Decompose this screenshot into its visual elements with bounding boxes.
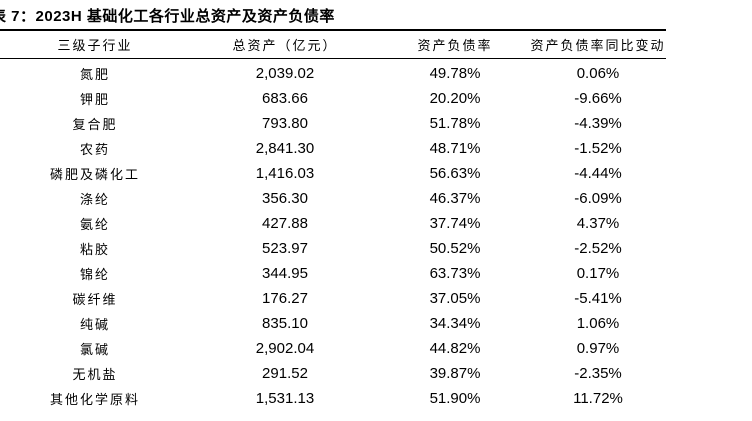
table-title: 表 7：2023H 基础化工各行业总资产及资产负债率 [0,8,335,25]
column-header: 三级子行业 [57,39,133,54]
table-row: 粘胶 523.97 50.52% -2.52% [0,236,666,261]
debt-ratio-yoy-cell: -4.39% [574,115,622,132]
table-row: 农药 2,841.30 48.71% -1.52% [0,136,666,161]
total-assets-cell: 1,531.13 [255,390,315,407]
column-header: 资产负债率同比变动 [530,39,666,54]
debt-ratio-cell: 56.63% [429,165,481,182]
debt-ratio-yoy-cell: -9.66% [574,90,622,107]
table-row: 碳纤维 176.27 37.05% -5.41% [0,286,666,311]
total-assets-cell: 2,902.04 [255,340,315,357]
debt-ratio-cell: 51.78% [429,115,481,132]
column-header: 资产负债率 [417,39,493,54]
debt-ratio-cell: 51.90% [429,390,481,407]
debt-ratio-yoy-cell: 0.17% [576,265,620,282]
debt-ratio-yoy-cell: 4.37% [576,215,620,232]
sub-industry-cell: 磷肥及磷化工 [49,168,140,183]
debt-ratio-yoy-cell: -1.52% [574,140,622,157]
table-row: 磷肥及磷化工 1,416.03 56.63% -4.44% [0,161,666,186]
table-row: 涤纶 356.30 46.37% -6.09% [0,186,666,211]
total-assets-cell: 344.95 [262,265,308,282]
sub-industry-cell: 氯碱 [79,343,110,358]
table-row: 钾肥 683.66 20.20% -9.66% [0,86,666,111]
column-header: 总资产（亿元） [232,39,338,54]
debt-ratio-cell: 37.74% [429,215,481,232]
debt-ratio-cell: 46.37% [429,190,481,207]
debt-ratio-yoy-cell: 1.06% [576,315,620,332]
sub-industry-cell: 粘胶 [79,243,110,258]
total-assets-cell: 291.52 [262,365,308,382]
debt-ratio-yoy-cell: -6.09% [574,190,622,207]
sub-industry-cell: 纯碱 [79,318,110,333]
sub-industry-cell: 钾肥 [79,93,110,108]
debt-ratio-yoy-cell: -2.52% [574,240,622,257]
debt-ratio-cell: 44.82% [429,340,481,357]
table-row: 氮肥 2,039.02 49.78% 0.06% [0,59,666,87]
total-assets-cell: 427.88 [262,215,308,232]
total-assets-cell: 683.66 [262,90,308,107]
debt-ratio-yoy-cell: -5.41% [574,290,622,307]
total-assets-cell: 2,039.02 [255,65,315,82]
debt-ratio-yoy-cell: -4.44% [574,165,622,182]
debt-ratio-cell: 48.71% [429,140,481,157]
table-row: 无机盐 291.52 39.87% -2.35% [0,361,666,386]
table-row: 纯碱 835.10 34.34% 1.06% [0,311,666,336]
sub-industry-cell: 氨纶 [79,218,110,233]
debt-ratio-yoy-cell: 0.97% [576,340,620,357]
sub-industry-cell: 其他化学原料 [49,393,140,408]
data-table: 三级子行业 总资产（亿元） 资产负债率 资产负债率同比变动 氮肥 2,039.02 49.… [0,29,666,411]
sub-industry-cell: 锦纶 [79,268,110,283]
table-row: 氯碱 2,902.04 44.82% 0.97% [0,336,666,361]
debt-ratio-cell: 50.52% [429,240,481,257]
total-assets-cell: 176.27 [262,290,308,307]
total-assets-cell: 2,841.30 [255,140,315,157]
debt-ratio-yoy-cell: -2.35% [574,365,622,382]
sub-industry-cell: 氮肥 [79,68,110,83]
total-assets-cell: 523.97 [262,240,308,257]
sub-industry-cell: 涤纶 [79,193,110,208]
total-assets-cell: 793.80 [262,115,308,132]
sub-industry-cell: 碳纤维 [72,293,118,308]
debt-ratio-yoy-cell: 0.06% [576,65,620,82]
table-row: 锦纶 344.95 63.73% 0.17% [0,261,666,286]
sub-industry-cell: 农药 [79,143,110,158]
sub-industry-cell: 无机盐 [72,368,118,383]
debt-ratio-yoy-cell: 11.72% [573,390,623,407]
total-assets-cell: 356.30 [262,190,308,207]
total-assets-cell: 835.10 [262,315,308,332]
debt-ratio-cell: 34.34% [429,315,481,332]
header-row: 三级子行业 总资产（亿元） 资产负债率 资产负债率同比变动 [0,30,666,59]
table-row: 氨纶 427.88 37.74% 4.37% [0,211,666,236]
debt-ratio-cell: 39.87% [429,365,481,382]
total-assets-cell: 1,416.03 [255,165,315,182]
sub-industry-cell: 复合肥 [72,118,118,133]
debt-ratio-cell: 49.78% [429,65,481,82]
debt-ratio-cell: 63.73% [429,265,481,282]
debt-ratio-cell: 20.20% [429,90,481,107]
debt-ratio-cell: 37.05% [429,290,481,307]
table-row: 其他化学原料 1,531.13 51.90% 11.72% [0,386,666,411]
table-row: 复合肥 793.80 51.78% -4.39% [0,111,666,136]
